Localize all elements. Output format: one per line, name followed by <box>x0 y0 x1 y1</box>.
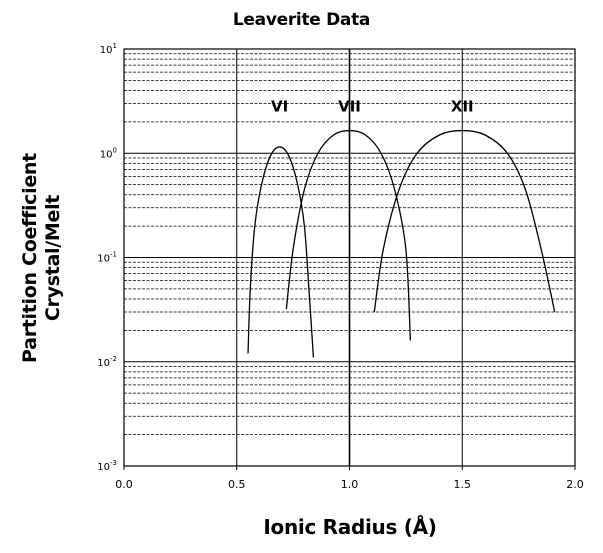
vertical-reference-lines <box>236 49 463 466</box>
series-curves <box>247 129 556 358</box>
series-curve-vii <box>285 129 412 341</box>
chart-title: Leaverite Data <box>232 10 371 30</box>
y-tick-label: 101 <box>100 42 117 56</box>
series-curve-xii <box>373 129 556 313</box>
x-tick-label: 0.5 <box>228 478 246 491</box>
series-curve-vi <box>247 146 315 358</box>
x-tick-label: 1.5 <box>454 478 472 491</box>
x-axis-ticks: 0.0 0.5 1.0 1.5 2.0 <box>115 466 584 491</box>
series-label-vi: VI <box>271 98 288 116</box>
x-axis-title: Ionic Radius (Å) <box>263 515 437 539</box>
x-tick-label: 0.0 <box>115 478 133 491</box>
series-label-vii: VII <box>338 98 361 116</box>
x-tick-label: 1.0 <box>341 478 359 491</box>
x-tick-label: 2.0 <box>566 478 584 491</box>
y-axis-ticks: 10-3 10-2 10-1 100 101 <box>97 42 117 473</box>
y-tick-label: 10-1 <box>97 251 117 265</box>
y-tick-label: 100 <box>100 146 117 160</box>
y-tick-label: 10-3 <box>97 459 117 473</box>
series-labels: VI VII XII <box>271 98 474 116</box>
y-tick-label: 10-2 <box>97 355 117 369</box>
series-label-xii: XII <box>451 98 474 116</box>
